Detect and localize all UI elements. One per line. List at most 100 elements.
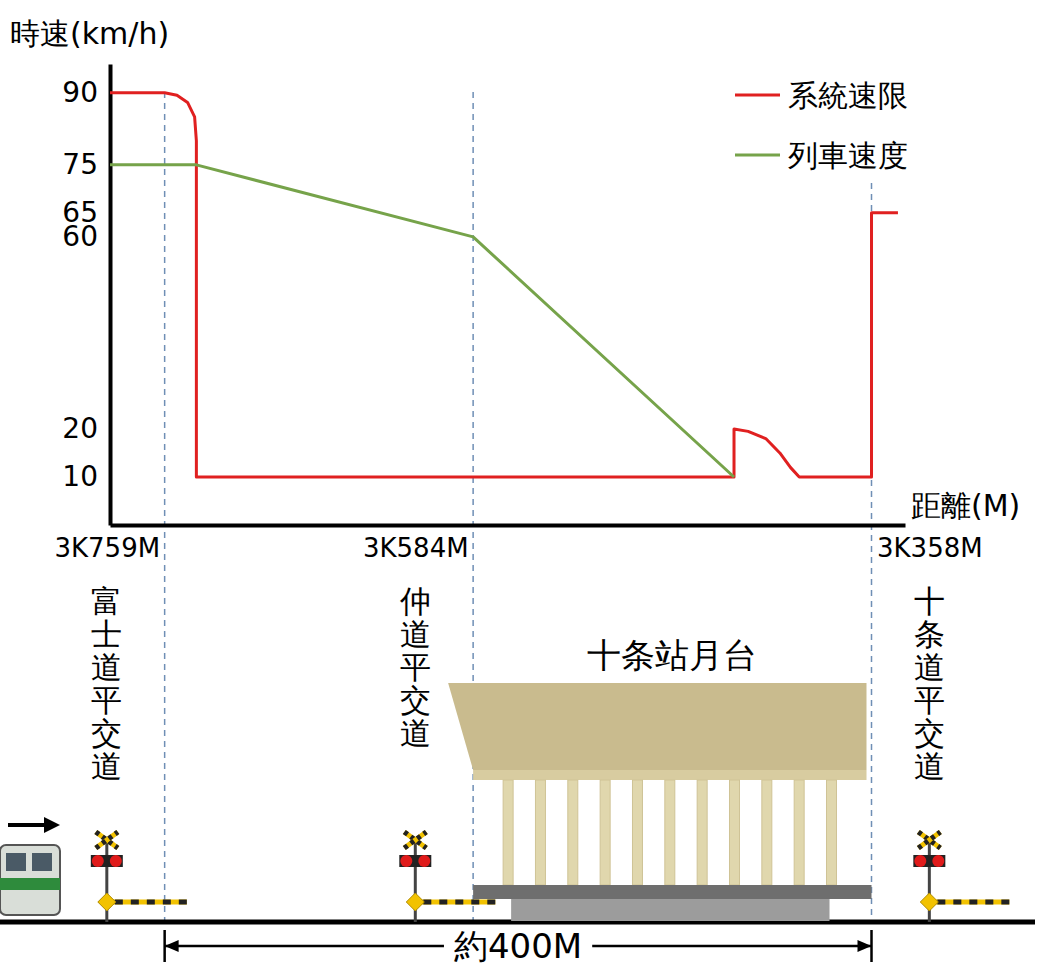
x-tick: 3K358M — [872, 525, 983, 563]
signal-cross — [918, 832, 940, 848]
signal-cross-stripe — [96, 832, 118, 848]
y-axis-title: 時速(km/h) — [10, 16, 169, 51]
signal-light — [110, 855, 122, 867]
plot-lines — [110, 93, 898, 477]
train-window — [6, 853, 26, 871]
crossing-name-char: 交 — [91, 715, 122, 751]
x-tick: 3K759M — [54, 525, 165, 563]
signal-light — [932, 855, 944, 867]
barrier-arm — [415, 900, 495, 905]
series-line — [110, 165, 734, 477]
signal-cross-stripe — [918, 832, 940, 848]
crossing-name-char: 士 — [91, 616, 122, 652]
x-axis: 3K759M 3K584M 3K358M — [54, 525, 982, 563]
platform-roof — [448, 683, 866, 770]
crossing-name-char: 条 — [914, 616, 945, 652]
y-tick-label: 65 — [62, 196, 98, 229]
train-stripe — [0, 878, 60, 890]
legend-label: 系統速限 — [788, 78, 908, 113]
signal-cross — [96, 832, 118, 848]
crossing-name-char: 道 — [914, 748, 945, 784]
legend-swatch — [735, 94, 780, 97]
platform-pillar — [762, 780, 772, 885]
barrier-arm-stripe — [929, 900, 1009, 905]
platform-pillar — [794, 780, 804, 885]
crossing-name: 十条道平交道 — [914, 583, 945, 784]
crossing-name-char: 道 — [91, 748, 122, 784]
barrier-arm-stripe — [107, 900, 187, 905]
platform-edge — [473, 885, 871, 899]
legend: 系統速限列車速度 — [735, 78, 908, 173]
guide-lines — [165, 92, 872, 922]
y-axis-line — [109, 65, 113, 526]
platform-pillar — [600, 780, 610, 885]
signal-cross — [96, 832, 118, 848]
platform-pillar — [568, 780, 578, 885]
barrier-arm — [107, 900, 187, 905]
crossing-name-char: 道 — [914, 649, 945, 685]
platform-pillar — [729, 780, 739, 885]
signal-base — [98, 893, 116, 911]
platform-pillar — [632, 780, 642, 885]
span-label: 約400M — [454, 926, 582, 966]
x-axis-line — [111, 524, 906, 528]
signal-cross — [404, 832, 426, 848]
crossing-name-char: 平 — [914, 682, 945, 718]
platform — [448, 683, 871, 921]
crossing-name-char: 道 — [400, 616, 431, 652]
y-tick: 90 — [62, 76, 110, 109]
y-tick: 20 — [62, 412, 110, 445]
signal-cross-stripe — [404, 832, 426, 848]
y-tick-label: 10 — [62, 460, 98, 493]
platform-pillar — [827, 780, 837, 885]
crossing-name-char: 道 — [91, 649, 122, 685]
barrier-arm — [929, 900, 1009, 905]
legend-swatch — [735, 154, 780, 157]
x-axis-title: 距離(M) — [911, 488, 1020, 523]
signal-housing — [913, 855, 945, 867]
crossing-signal — [913, 832, 1009, 922]
signal-housing — [399, 855, 431, 867]
x-tick-label: 3K584M — [363, 533, 469, 563]
barrier-arm-stripe — [415, 900, 495, 905]
crossing-name-char: 十 — [914, 583, 945, 619]
signal-cross-stripe — [96, 832, 118, 848]
signal-base — [406, 893, 424, 911]
signal-cross — [404, 832, 426, 848]
crossing-name-char: 交 — [400, 682, 431, 718]
signal-light — [400, 855, 412, 867]
train-body — [0, 845, 60, 915]
platform-base — [511, 899, 829, 921]
x-tick-label: 3K759M — [54, 533, 160, 563]
signal-housing — [91, 855, 123, 867]
crossing-signal — [91, 832, 187, 922]
crossing-name-char: 富 — [91, 583, 122, 619]
platform-label: 十条站月台 — [587, 635, 757, 675]
crossing-name: 富士道平交道 — [91, 583, 122, 784]
x-tick-label: 3K358M — [877, 533, 983, 563]
crossing-signal — [399, 832, 495, 922]
platform-roof-edge — [473, 770, 866, 780]
direction-arrow-head — [44, 817, 60, 833]
series-line — [110, 93, 898, 477]
train — [0, 845, 60, 915]
crossing-name-char: 仲 — [400, 583, 431, 619]
signal-light — [914, 855, 926, 867]
y-tick-label: 90 — [62, 76, 98, 109]
signal-cross — [918, 832, 940, 848]
crossing-name-char: 交 — [914, 715, 945, 751]
train-window — [32, 853, 52, 871]
signal-base — [920, 893, 938, 911]
x-tick: 3K584M — [363, 525, 474, 563]
span-arrow-head — [165, 940, 179, 952]
platform-pillar — [697, 780, 707, 885]
platform-pillar — [503, 780, 513, 885]
y-tick: 75 — [62, 148, 110, 181]
guide-line — [472, 92, 474, 922]
y-tick: 10 — [62, 460, 110, 493]
chart-root: 時速(km/h)3K759M3K584M3K358M102060657590距離… — [0, 0, 1056, 974]
signal-light — [418, 855, 430, 867]
crossing-name: 仲道平交道 — [400, 583, 431, 751]
signal-cross-stripe — [404, 832, 426, 848]
y-tick-label: 20 — [62, 412, 98, 445]
